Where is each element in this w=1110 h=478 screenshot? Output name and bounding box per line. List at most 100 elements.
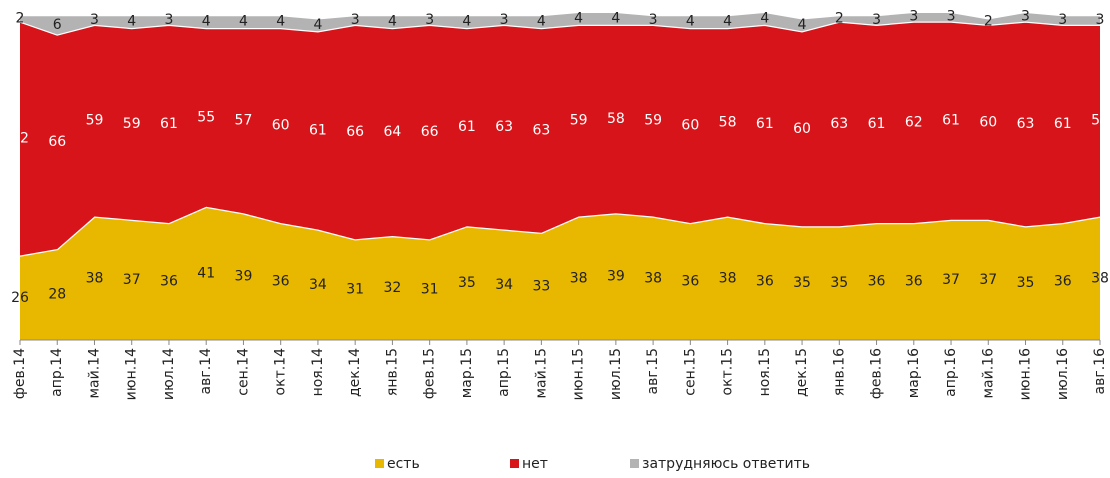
data-label: 36 xyxy=(160,274,178,290)
data-label: 61 xyxy=(942,113,960,129)
x-tick-label: ноя.14 xyxy=(310,348,326,396)
data-label: 3 xyxy=(1058,12,1067,28)
data-label: 35 xyxy=(1017,275,1035,291)
data-label: 60 xyxy=(681,118,699,134)
data-label: 4 xyxy=(611,10,620,26)
data-label: 66 xyxy=(421,124,439,140)
data-label: 28 xyxy=(48,287,66,303)
data-label: 31 xyxy=(421,282,439,298)
data-label: 61 xyxy=(458,119,476,135)
data-label: 59 xyxy=(644,113,662,129)
data-label: 6 xyxy=(53,17,62,33)
data-label: 4 xyxy=(276,14,285,30)
data-label: 66 xyxy=(48,134,66,150)
data-label: 4 xyxy=(462,14,471,30)
x-tick-label: дек.14 xyxy=(347,348,363,397)
data-label: 38 xyxy=(644,270,662,286)
data-label: 36 xyxy=(681,274,699,290)
data-label: 61 xyxy=(756,116,774,132)
x-tick-label: сен.15 xyxy=(682,348,698,396)
data-label: 61 xyxy=(309,122,327,138)
data-label: 33 xyxy=(532,278,550,294)
data-label: 3 xyxy=(1021,9,1030,25)
data-label: 59 xyxy=(570,113,588,129)
data-label: 41 xyxy=(197,265,215,281)
x-tick-label: окт.15 xyxy=(720,348,736,395)
x-tick-label: апр.16 xyxy=(943,348,959,397)
data-label: 3 xyxy=(351,12,360,28)
data-label: 34 xyxy=(495,277,513,293)
legend-label: есть xyxy=(387,456,420,472)
data-label: 4 xyxy=(798,17,807,33)
data-label: 36 xyxy=(905,274,923,290)
data-label: 62 xyxy=(905,114,923,130)
data-label: 61 xyxy=(868,116,886,132)
data-label: 36 xyxy=(1054,274,1072,290)
data-label: 72 xyxy=(11,131,29,147)
data-label: 58 xyxy=(607,111,625,127)
legend-swatch xyxy=(510,459,519,468)
data-label: 38 xyxy=(719,270,737,286)
data-label: 55 xyxy=(197,109,215,125)
data-label: 4 xyxy=(313,17,322,33)
data-label: 60 xyxy=(793,121,811,137)
data-label: 36 xyxy=(868,274,886,290)
data-label: 31 xyxy=(346,282,364,298)
data-label: 59 xyxy=(86,113,104,129)
data-label: 2 xyxy=(835,10,844,26)
data-label: 2 xyxy=(984,14,993,30)
area xyxy=(20,11,1100,35)
x-tick-label: июн.16 xyxy=(1018,348,1034,400)
x-tick-label: фев.14 xyxy=(12,348,28,399)
x-tick-label: май.15 xyxy=(533,348,549,399)
data-label: 63 xyxy=(495,119,513,135)
legend-label: затрудняюсь ответить xyxy=(642,456,810,472)
data-label: 4 xyxy=(537,14,546,30)
data-label: 38 xyxy=(1091,270,1109,286)
data-label: 4 xyxy=(388,14,397,30)
x-tick-label: июл.15 xyxy=(608,348,624,400)
data-label: 38 xyxy=(570,270,588,286)
data-label: 4 xyxy=(239,14,248,30)
x-tick-label: янв.16 xyxy=(831,348,847,396)
data-label: 61 xyxy=(160,116,178,132)
data-label: 66 xyxy=(346,124,364,140)
x-tick-label: мар.16 xyxy=(906,348,922,398)
x-tick-label: авг.16 xyxy=(1092,348,1108,395)
x-tick-label: апр.15 xyxy=(496,348,512,397)
data-label: 64 xyxy=(383,124,401,140)
data-label: 61 xyxy=(1054,116,1072,132)
data-label: 57 xyxy=(235,113,253,129)
data-label: 3 xyxy=(425,12,434,28)
data-label: 58 xyxy=(719,114,737,130)
data-label: 32 xyxy=(383,280,401,296)
data-label: 37 xyxy=(979,272,997,288)
data-label: 3 xyxy=(500,12,509,28)
x-tick-label: дек.15 xyxy=(794,348,810,397)
x-tick-label: ноя.15 xyxy=(757,348,773,396)
data-label: 59 xyxy=(123,116,141,132)
data-label: 3 xyxy=(90,12,99,28)
data-label: 35 xyxy=(830,275,848,291)
data-label: 63 xyxy=(830,116,848,132)
legend-label: нет xyxy=(522,456,548,472)
legend-swatch xyxy=(630,459,639,468)
data-label: 35 xyxy=(458,275,476,291)
data-label: 4 xyxy=(574,10,583,26)
x-tick-label: май.14 xyxy=(86,348,102,399)
data-label: 60 xyxy=(272,118,290,134)
data-label: 36 xyxy=(756,274,774,290)
data-label: 4 xyxy=(202,14,211,30)
data-label: 4 xyxy=(127,14,136,30)
x-tick-label: окт.14 xyxy=(273,348,289,396)
area xyxy=(20,206,1100,340)
data-label: 3 xyxy=(947,9,956,25)
data-label: 60 xyxy=(979,114,997,130)
data-label: 3 xyxy=(872,12,881,28)
data-label: 37 xyxy=(942,272,960,288)
data-label: 63 xyxy=(1017,116,1035,132)
data-label: 36 xyxy=(272,274,290,290)
area xyxy=(20,21,1100,256)
x-tick-label: июл.16 xyxy=(1055,348,1071,400)
data-label: 3 xyxy=(649,12,658,28)
